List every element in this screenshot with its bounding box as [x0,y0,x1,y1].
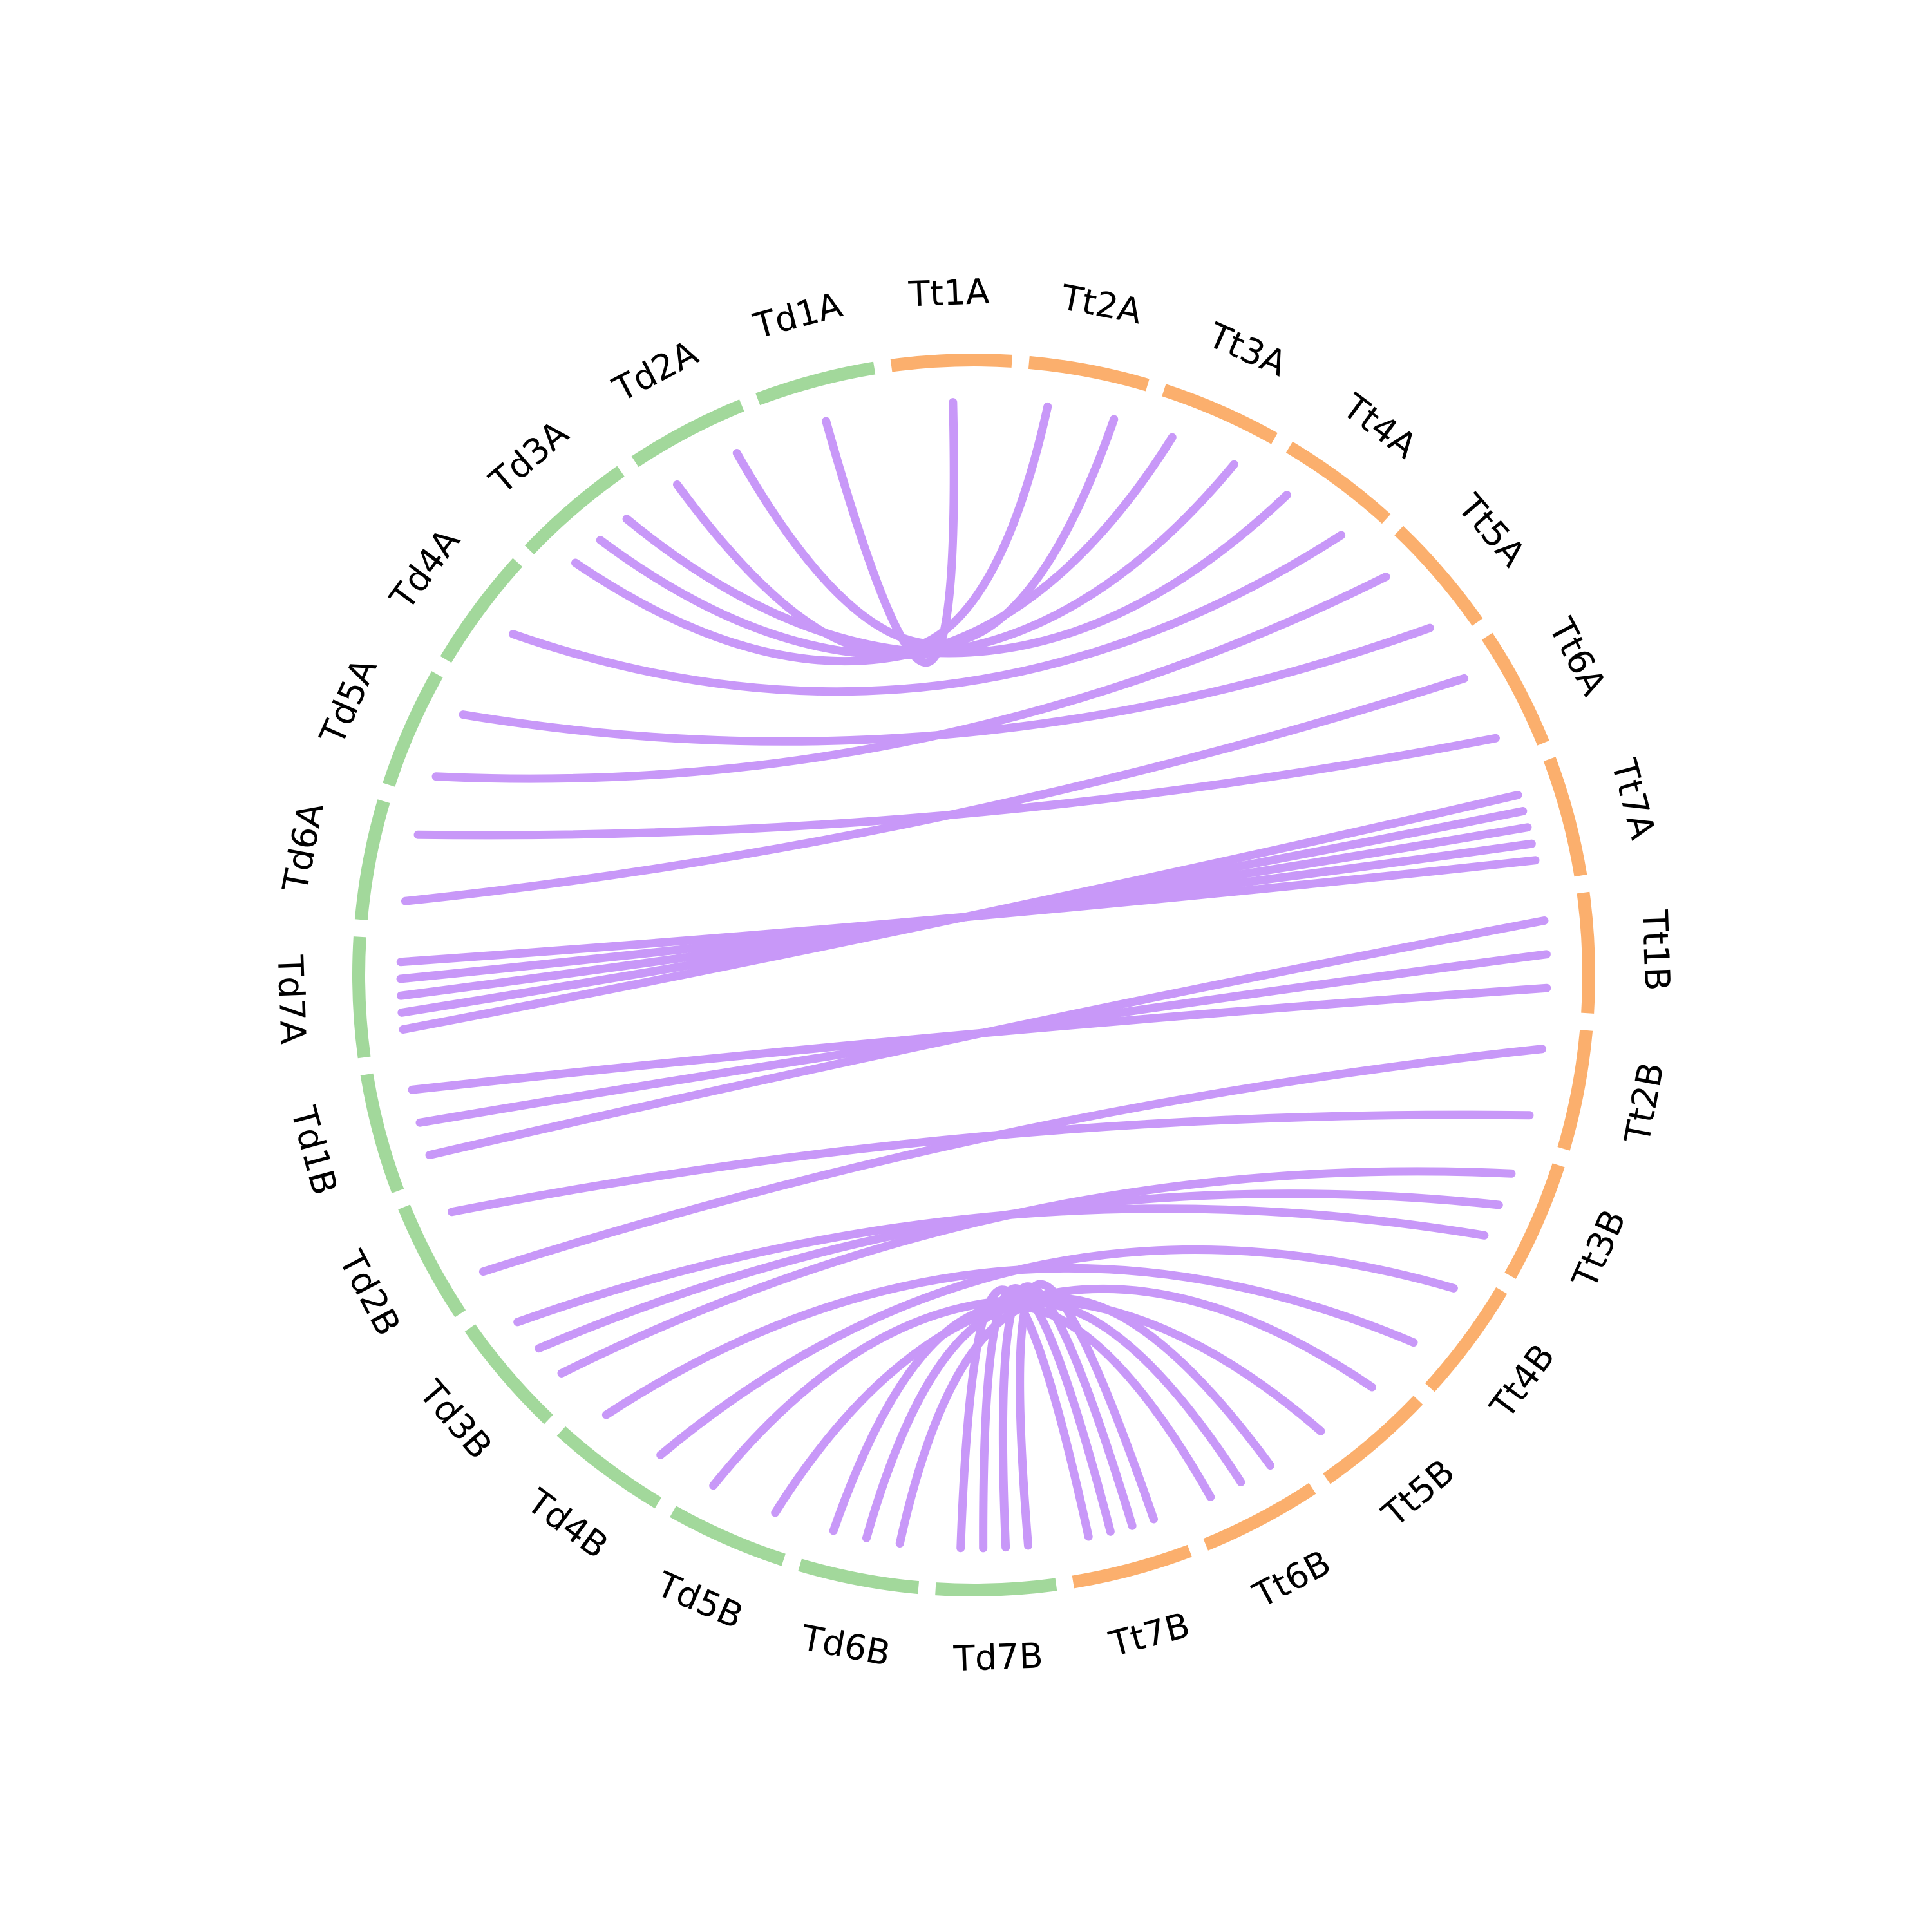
segment-label-tt3a: Tt3A [1202,315,1293,384]
segment-arc-td7b [935,1578,1057,1596]
segment-arc-td7a [352,936,371,1059]
link-td7b-tt7b-32 [998,1282,1137,1552]
segments-layer [352,354,1595,1596]
link-td1a-tt1a-0 [822,398,958,667]
segment-label-tt7a: Tt7A [1603,754,1663,843]
segment-arc-td5a [383,671,443,787]
segment-label-tt6b: Tt6B [1246,1542,1337,1616]
segment-label-td6a: Td6A [275,800,332,896]
segment-arc-tt7b [1072,1544,1192,1589]
segment-arc-td1a [755,361,876,406]
segment-label-td4a: Td4A [382,521,468,618]
segment-arc-tt1b [1577,891,1595,1014]
link-td7a-tt7a-13 [397,823,1532,1000]
segment-label-tt2a: Tt2A [1057,277,1145,332]
segment-label-tt5a: Tt5A [1450,486,1533,574]
segment-arc-td5b [670,1506,786,1566]
segment-label-td7a: Td7A [270,954,314,1045]
segment-arc-td2b [398,1204,466,1318]
link-td7b-tt7b-33 [979,1284,1115,1553]
link-td4b-tt4b-25 [601,1264,1418,1419]
segment-arc-tt4b [1425,1287,1508,1392]
segment-arc-td4b [556,1426,662,1509]
segment-label-tt2b: Tt2B [1616,1059,1672,1147]
segment-label-tt4a: Tt4A [1335,386,1425,467]
links-layer [396,398,1551,1553]
segment-arc-tt4a [1285,441,1391,524]
segment-arc-tt5a [1394,526,1483,626]
link-td3a-tt4a-5 [622,491,1291,658]
link-td7a-tt7a-15 [396,856,1540,967]
segment-label-td1b: Td1B [283,1102,345,1199]
segment-label-tt1a: Tt1A [907,271,990,315]
segment-label-td6b: Td6B [798,1617,894,1674]
segment-label-tt6a: Tt6A [1540,611,1615,702]
link-td3b-tt3b-23 [513,1204,1489,1327]
segment-label-tt1b: Tt1B [1634,909,1678,992]
segment-arc-td1b [360,1073,404,1193]
segment-arc-td4a [440,558,523,663]
segment-label-td5b: Td5B [650,1564,749,1637]
segment-arc-td3b [464,1324,553,1425]
segment-label-tt4b: Tt4B [1482,1336,1563,1426]
segment-arc-tt6b [1203,1482,1316,1551]
segment-label-td4b: Td4B [519,1481,616,1567]
link-td7b-tt7b-31 [1016,1280,1159,1550]
link-td5a-tt5a-8 [459,623,1434,746]
segment-label-td2b: Td2B [331,1244,409,1342]
link-td4a-tt4a-6 [509,531,1346,696]
segment-label-tt7b: Tt7B [1104,1605,1194,1665]
segment-label-td7b: Td7B [952,1635,1044,1679]
segment-arc-tt5b [1323,1396,1423,1484]
segment-arc-td6a [354,799,390,921]
segment-arc-td6b [798,1558,920,1595]
segment-arc-tt3b [1504,1163,1565,1279]
segment-arc-tt2a [1028,355,1150,392]
segment-label-td1a: Td1A [749,284,846,346]
link-td7a-tt7a-11 [399,790,1522,1034]
link-td6a-tt6a-10 [413,734,1500,840]
segment-label-td2a: Td2A [606,332,705,410]
segment-arc-tt6a [1481,632,1549,746]
segment-arc-tt7a [1543,757,1587,877]
segment-label-td3a: Td3A [482,413,576,502]
link-td5a-tt5a-7 [431,573,1390,783]
link-td2b-tt2b-20 [448,1110,1534,1217]
link-td1b-tt1b-18 [408,983,1551,1094]
segment-arc-td3a [524,466,625,554]
segment-label-td5a: Td5A [312,652,385,751]
segment-arc-tt1a [890,354,1012,372]
segment-arc-td2a [631,399,744,468]
segment-arc-tt2b [1557,1029,1593,1151]
segment-arc-tt3a [1162,384,1278,444]
segment-label-td3b: Td3B [411,1372,500,1467]
segment-label-tt3b: Tt3B [1564,1204,1634,1294]
segment-label-tt5b: Tt5B [1374,1452,1463,1535]
link-td7b-tt7b-34 [956,1285,1093,1553]
